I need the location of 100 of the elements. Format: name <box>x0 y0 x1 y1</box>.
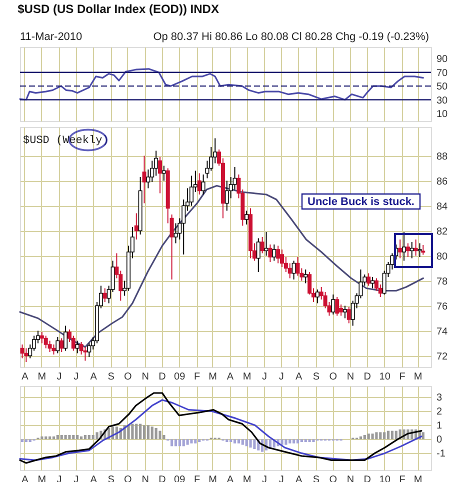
candlestick <box>60 338 64 352</box>
y-tick-label: 82 <box>436 226 448 238</box>
bar <box>226 439 228 442</box>
bar <box>142 425 146 440</box>
bar <box>363 435 366 440</box>
candlestick <box>20 344 24 359</box>
bar <box>233 439 236 444</box>
x-tick-label: A <box>295 372 302 382</box>
bar <box>96 432 98 440</box>
bar <box>308 439 311 442</box>
x-tick-label: A <box>226 372 234 382</box>
candlestick <box>304 269 308 284</box>
bar <box>64 435 67 440</box>
bar <box>170 439 174 446</box>
bar <box>304 439 307 442</box>
x-tick-label: M <box>38 372 46 382</box>
candlestick <box>342 305 347 319</box>
bar <box>241 439 244 445</box>
y-tick-label: 80 <box>436 251 448 262</box>
candlestick <box>56 336 60 354</box>
bar <box>68 435 71 440</box>
candlestick <box>346 306 351 324</box>
candlestick <box>418 242 422 258</box>
bar <box>150 426 154 440</box>
y-tick-label: 72 <box>436 351 448 362</box>
bar <box>194 439 197 444</box>
y-tick-label: 76 <box>436 301 448 312</box>
y-tick-label: 10 <box>436 108 448 120</box>
y-tick-label: 2 <box>436 406 442 418</box>
bar <box>367 434 370 440</box>
candlestick <box>142 155 146 204</box>
y-tick-label: 1 <box>436 420 442 432</box>
x-tick-label: O <box>124 372 132 382</box>
y-tick-label: -1 <box>436 448 446 460</box>
candlestick <box>406 242 410 258</box>
candlestick <box>162 165 166 182</box>
bar <box>182 439 185 446</box>
bar <box>186 439 189 445</box>
candlestick <box>24 348 28 362</box>
candlestick <box>260 236 264 254</box>
bar <box>92 435 94 440</box>
candlestick <box>315 289 320 304</box>
candlestick <box>414 239 418 256</box>
bar <box>76 435 79 440</box>
y-tick-label: 84 <box>436 201 448 212</box>
x-tick-label: S <box>108 372 115 382</box>
bar <box>245 439 248 446</box>
bar <box>394 430 398 440</box>
bar <box>249 439 252 448</box>
bar <box>24 439 28 442</box>
x-tick-label: N <box>142 372 149 382</box>
bar <box>230 439 232 442</box>
bar <box>158 430 162 440</box>
x-tick-label: 10 <box>379 372 391 382</box>
bar <box>84 435 87 440</box>
bar <box>422 432 424 440</box>
y-tick-label: 74 <box>436 326 448 338</box>
y-tick-label: 0 <box>436 434 442 446</box>
y-tick-label: 90 <box>436 54 448 66</box>
bar <box>127 425 130 440</box>
bar <box>296 439 300 444</box>
candlestick <box>276 245 280 264</box>
y-tick-label: 88 <box>436 151 448 162</box>
candlestick <box>134 212 138 240</box>
candlestick <box>244 210 249 225</box>
candlestick <box>335 296 340 316</box>
x-tick-label: J <box>56 372 62 382</box>
x-tick-label: N <box>346 372 354 382</box>
bar <box>386 430 390 440</box>
y-tick-label: 3 <box>436 392 442 404</box>
candlestick <box>158 156 162 194</box>
bar <box>198 439 201 442</box>
bar <box>190 439 193 444</box>
bar <box>284 439 288 445</box>
y-tick-label: 50 <box>436 82 448 93</box>
candlestick <box>102 288 107 302</box>
x-tick-label: J <box>278 372 284 382</box>
candlestick <box>64 325 68 352</box>
chart-title: $USD (US Dollar Index (EOD)) INDX <box>18 2 219 16</box>
candlestick <box>421 244 426 256</box>
annotation: Uncle Buck is stuck. <box>308 196 414 208</box>
bar <box>280 439 284 445</box>
line-series <box>19 68 424 101</box>
candlestick <box>224 180 229 212</box>
x-tick-label: J <box>74 372 79 382</box>
candlestick <box>370 276 375 289</box>
bar <box>371 434 374 440</box>
bar <box>300 439 303 442</box>
x-tick-label: A <box>22 372 29 382</box>
bar <box>72 435 75 440</box>
bar <box>237 439 240 444</box>
bar <box>154 428 158 440</box>
bar <box>28 439 32 442</box>
bar <box>379 432 382 440</box>
y-tick-label: 86 <box>436 176 448 188</box>
x-tick-label: 09 <box>174 372 186 382</box>
bar <box>146 425 150 440</box>
bar <box>253 439 256 449</box>
text: 11-Mar-2010 <box>20 31 82 43</box>
candlestick <box>398 239 402 259</box>
